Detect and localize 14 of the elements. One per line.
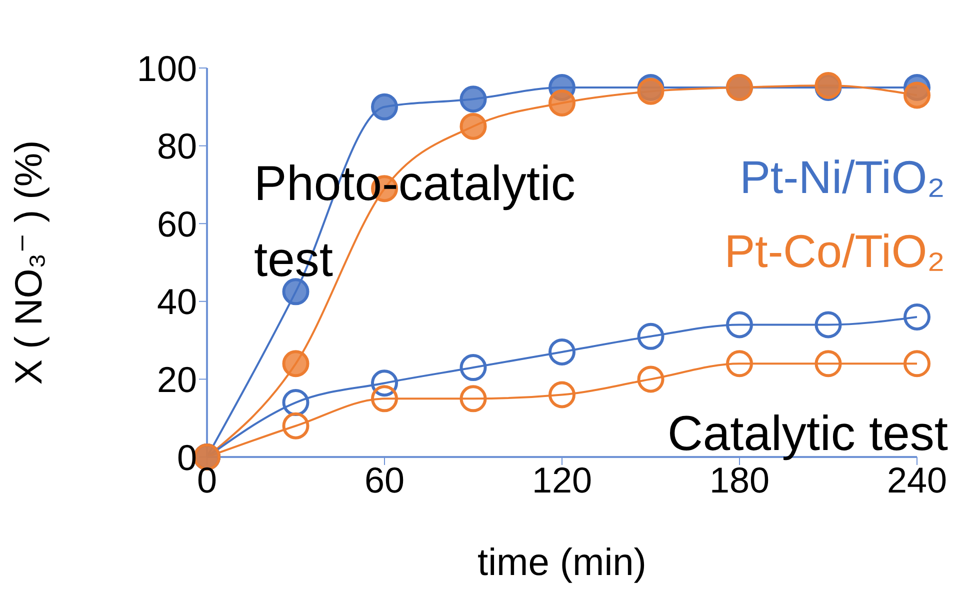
y-tick-label: 60 xyxy=(156,203,197,244)
y-tick-label: 20 xyxy=(156,358,197,400)
series-label: Pt-Ni/TiO₂ xyxy=(738,150,945,205)
text: Pt-Co/TiO₂ xyxy=(724,224,945,279)
annotation: Catalytic test xyxy=(668,407,948,461)
y-tick-label: 100 xyxy=(136,48,197,89)
y-tick-label: 40 xyxy=(156,281,197,322)
y-tick-label: 80 xyxy=(156,126,197,167)
x-tick-label: 240 xyxy=(886,460,948,501)
y-axis-title: X ( NO₃⁻ ) (%) xyxy=(8,140,50,385)
x-tick-label: 180 xyxy=(709,460,770,501)
x-tick-label: 120 xyxy=(532,460,592,501)
x-tick-label: 60 xyxy=(364,460,405,501)
x-axis-title: time (min) xyxy=(478,542,646,584)
